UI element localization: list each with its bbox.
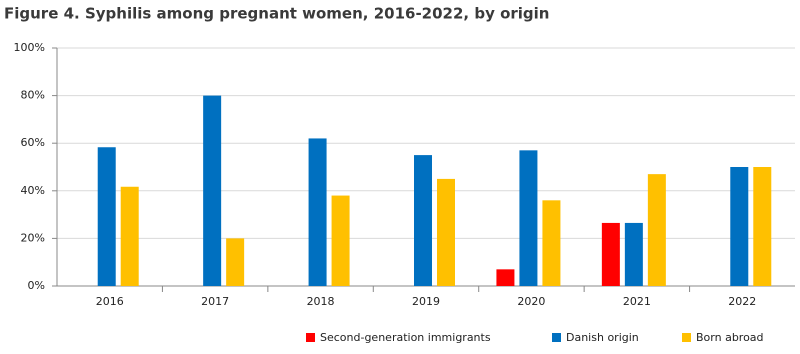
x-tick-label: 2020	[517, 295, 545, 308]
x-tick-label: 2017	[201, 295, 229, 308]
bar	[97, 147, 116, 286]
bar	[753, 167, 772, 286]
y-tick-label: 100%	[14, 41, 45, 54]
y-tick-label: 0%	[28, 279, 45, 292]
bar	[437, 178, 455, 286]
x-tick-label: 2022	[728, 295, 756, 308]
y-tick-label: 60%	[21, 136, 45, 149]
x-tick-label: 2016	[96, 295, 124, 308]
chart-title: Figure 4. Syphilis among pregnant women,…	[4, 5, 550, 23]
bar	[542, 200, 561, 286]
x-tick-label: 2019	[412, 295, 440, 308]
legend-swatch	[306, 333, 315, 342]
legend-label: Second-generation immigrants	[320, 331, 491, 344]
bar	[226, 238, 245, 286]
bar	[414, 155, 432, 286]
bar	[601, 222, 620, 286]
bar	[331, 195, 350, 286]
bar	[120, 186, 139, 286]
y-tick-label: 80%	[21, 89, 45, 102]
x-tick-label: 2021	[623, 295, 651, 308]
bar	[496, 269, 515, 286]
legend-swatch	[552, 333, 561, 342]
bar	[647, 174, 666, 286]
bar	[308, 138, 327, 286]
bar	[519, 150, 538, 286]
bar	[730, 167, 749, 286]
y-tick-label: 40%	[21, 184, 45, 197]
bar	[624, 222, 643, 286]
x-tick-label: 2018	[307, 295, 335, 308]
bar	[203, 95, 222, 286]
legend-label: Born abroad	[696, 331, 764, 344]
legend-swatch	[682, 333, 691, 342]
legend-label: Danish origin	[566, 331, 639, 344]
y-tick-label: 20%	[21, 231, 45, 244]
